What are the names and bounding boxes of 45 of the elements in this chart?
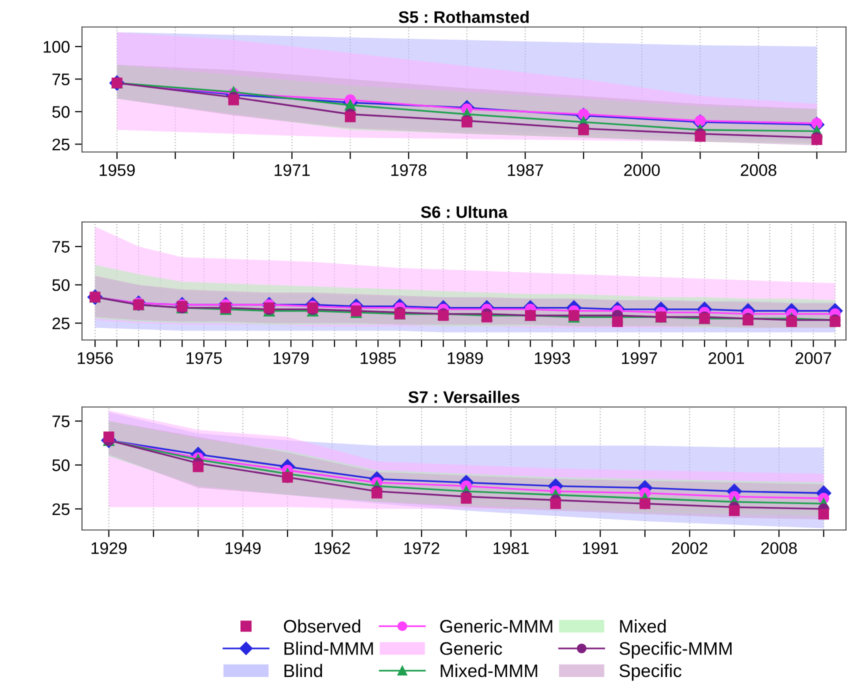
x-tick-label: 1972	[404, 542, 440, 554]
y-tick-label: 75	[52, 416, 70, 428]
x-tick-label: 1991	[583, 542, 618, 554]
x-tick-label: 2008	[740, 164, 776, 176]
x-tick-label: 1956	[78, 352, 113, 364]
x-tick-label: 2000	[624, 164, 660, 176]
x-tick-label: 2007	[796, 352, 832, 364]
x-tick-label: 1962	[314, 542, 350, 554]
x-tick-label: 1971	[274, 164, 310, 176]
x-tick-label: 1978	[391, 164, 426, 176]
y-tick-label: 75	[52, 241, 70, 253]
chart-title: S7 : Versailles	[408, 390, 520, 403]
legend-label: Mixed	[620, 619, 666, 633]
chart-title: S5 : Rothamsted	[398, 10, 529, 23]
chart-title: S6 : Ultuna	[420, 206, 508, 218]
y-tick-label: 100	[44, 40, 70, 53]
x-tick-label: 1997	[622, 352, 657, 364]
y-tick-label: 50	[52, 459, 70, 472]
y-tick-label: 25	[52, 318, 70, 330]
legend-label: Mixed-MMM	[440, 664, 538, 678]
x-tick-label: 1975	[186, 352, 222, 364]
x-tick-label: 1929	[92, 542, 127, 554]
legend-label: Generic	[440, 642, 502, 655]
x-tick-label: 1993	[534, 352, 570, 364]
x-tick-label: 2001	[708, 352, 744, 364]
y-tick-label: 50	[52, 279, 70, 292]
legend-label: Blind-MMM	[284, 642, 373, 655]
y-tick-label: 75	[52, 74, 70, 86]
x-tick-label: 1949	[226, 542, 261, 554]
x-tick-label: 1987	[508, 164, 543, 176]
legend-label: Specific-MMM	[619, 642, 732, 658]
legend-label: Specific	[619, 664, 682, 681]
x-tick-label: 1985	[360, 352, 396, 364]
legend-label: Blind	[284, 664, 322, 678]
y-tick-label: 50	[52, 106, 70, 118]
x-tick-label: 1989	[448, 352, 483, 364]
y-tick-label: 25	[52, 503, 70, 516]
x-tick-label: 1979	[274, 352, 309, 364]
x-tick-label: 1981	[494, 542, 529, 554]
x-tick-label: 1959	[100, 164, 135, 176]
legend-label: Observed	[284, 619, 360, 633]
x-tick-label: 2008	[761, 542, 797, 554]
x-tick-label: 2002	[672, 542, 708, 554]
y-tick-label: 25	[52, 138, 70, 150]
legend-label: Generic-MMM	[440, 619, 552, 633]
